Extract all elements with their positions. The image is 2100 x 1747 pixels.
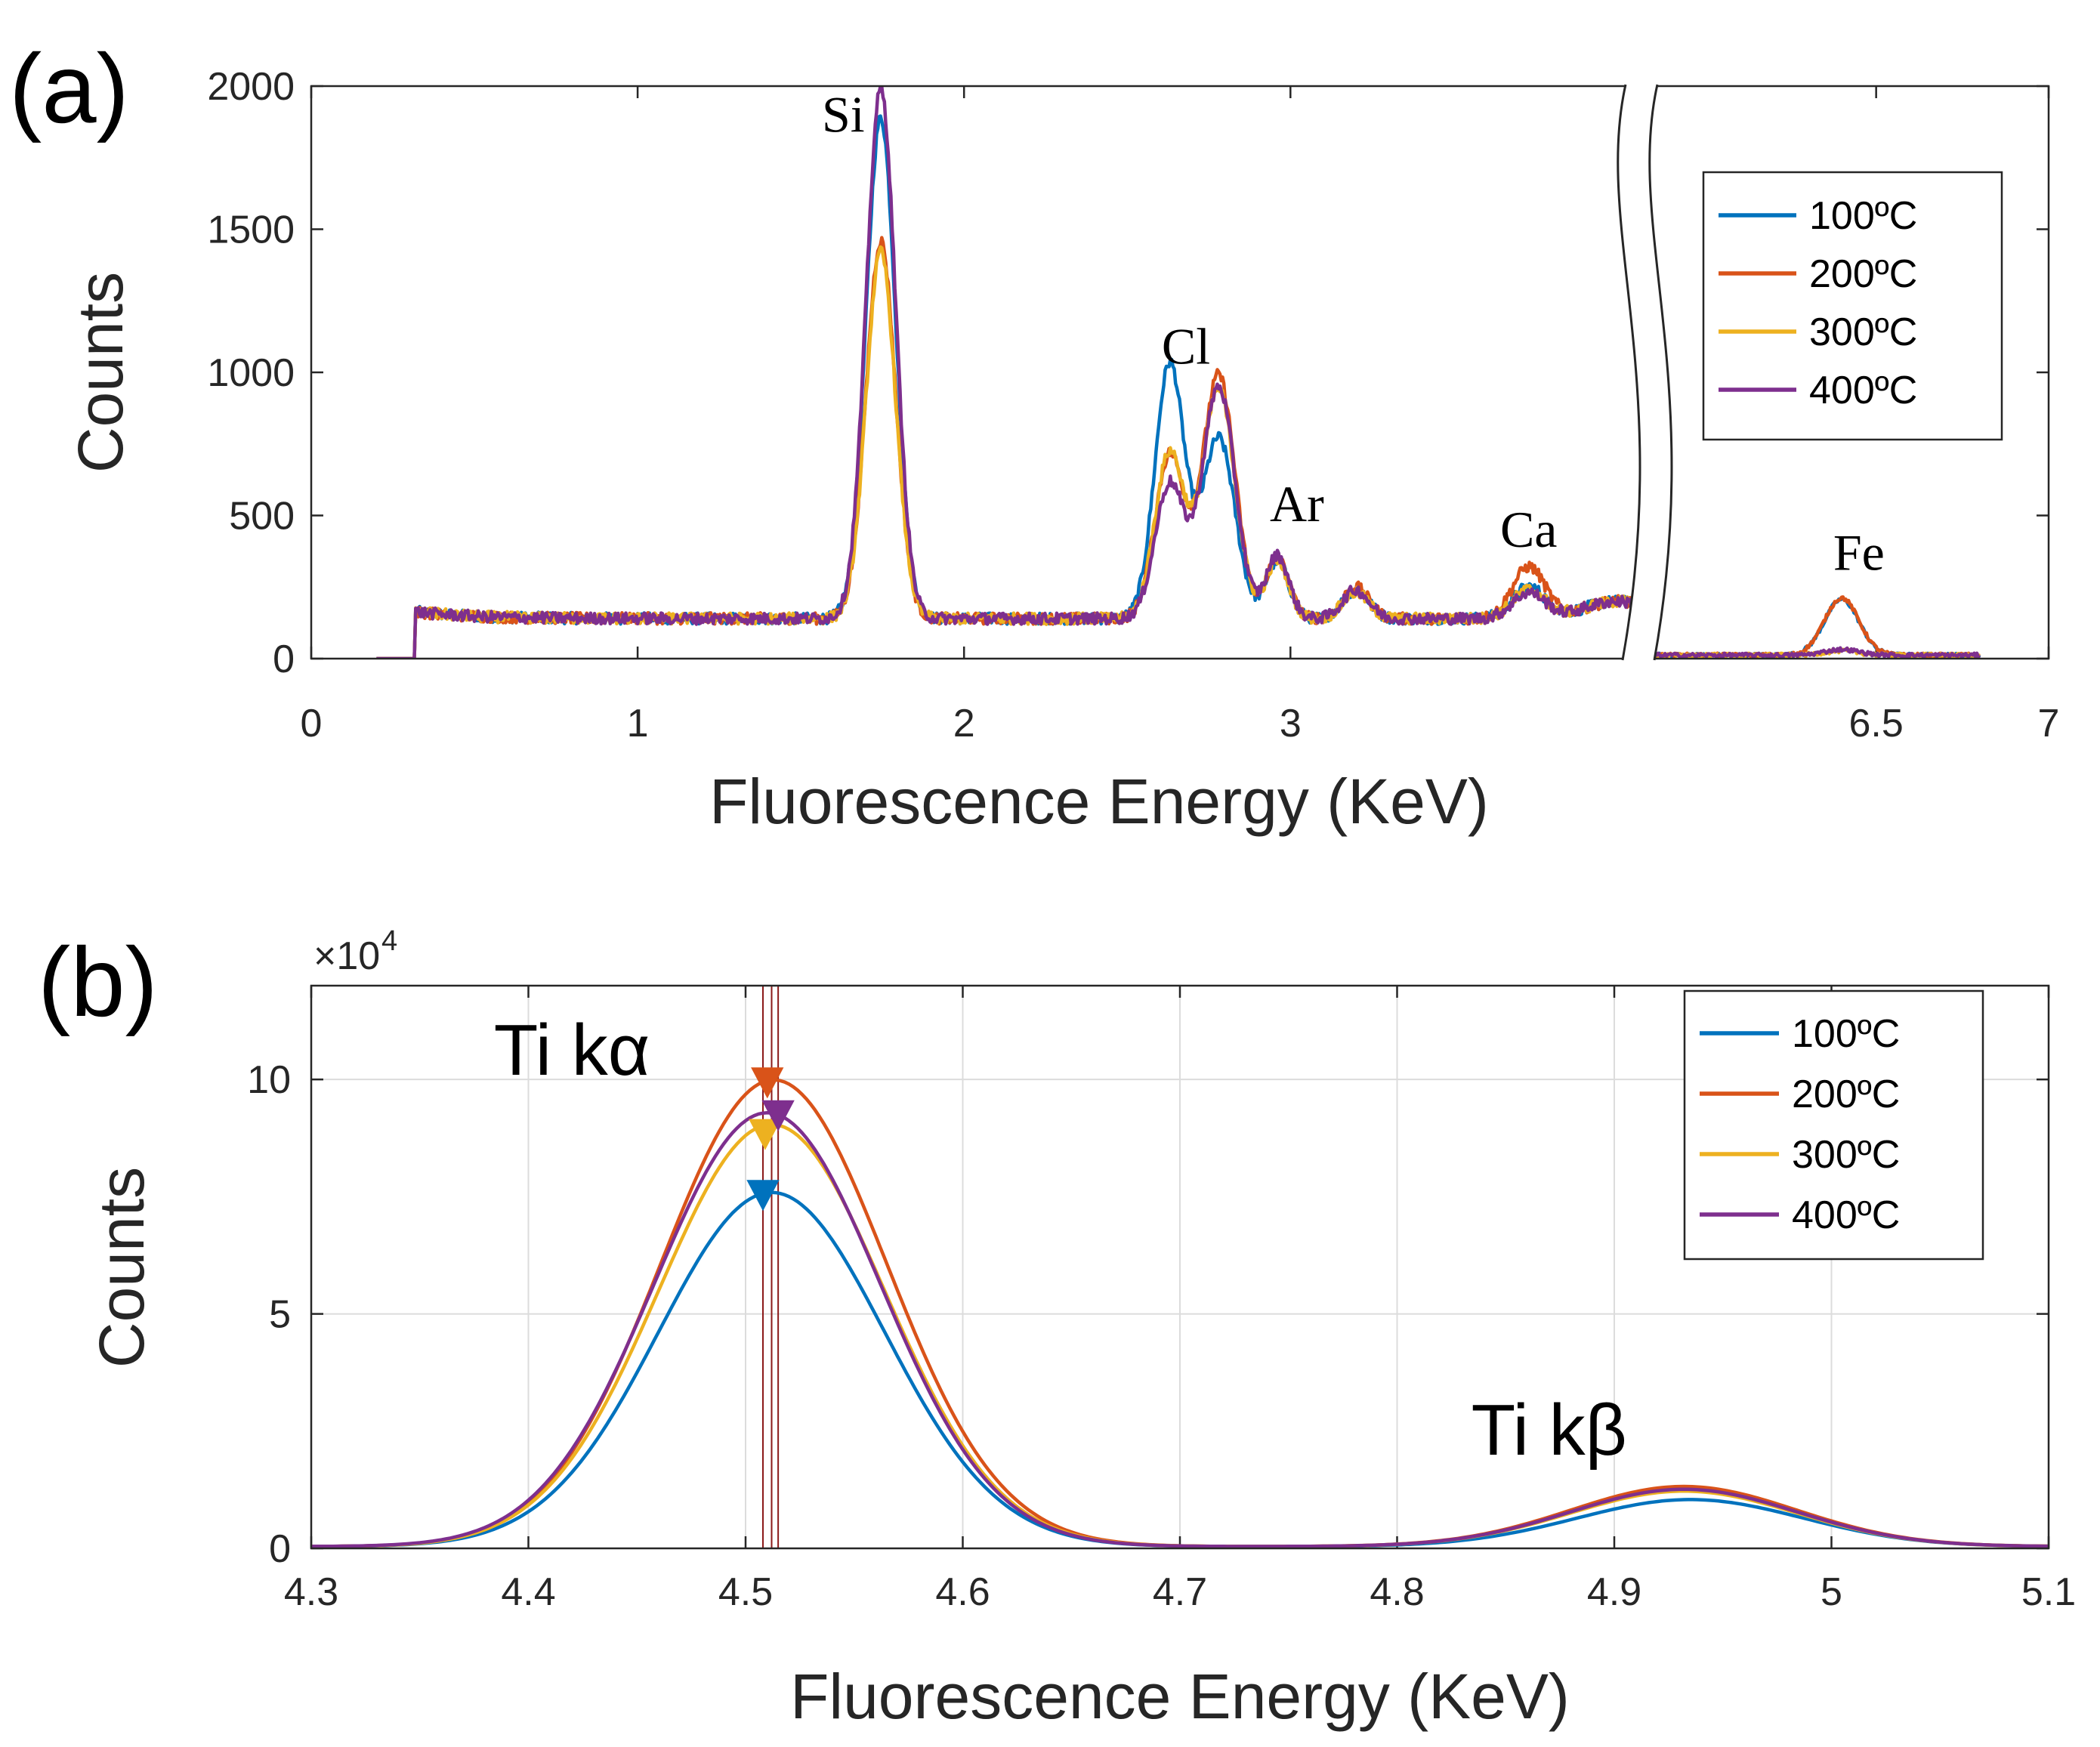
series-line-right-400ºC [1633,646,1981,659]
legend-label: 300ºC [1792,1133,1900,1177]
y-tick-label: 1500 [207,208,295,252]
panel-a: (a) 0 500 1000 1500 2000 0 1 2 3 6.5 7 Si Cl Ar Ca Fe… [9,33,2059,837]
series-line-200ºC [375,236,1633,659]
y-tick-label: 500 [229,495,295,539]
panel-b-legend-box [1683,989,1984,1261]
panel-a-y-axis-label: Counts [65,272,136,473]
panel-b-series [311,1078,2049,1548]
panel-b-peak-labels: Ti kα Ti kβ [494,1010,1627,1471]
panel-a-legend-items: 100ºC 200ºC 300ºC 400ºC [1719,194,1917,412]
y-tick-label: 5 [269,1293,291,1337]
panel-a-axes-frame [310,85,2050,660]
x-tick-label: 4.7 [1153,1570,1207,1614]
panel-b-axes-frame [310,984,2050,1550]
legend-label: 300ºC [1809,310,1917,354]
panel-b-exponent: ×10 4 [313,925,397,978]
legend-label: 100ºC [1809,194,1917,238]
panel-b-exponent-base: ×10 [313,934,380,978]
panel-a-y-tick-labels: 0 500 1000 1500 2000 [207,65,295,681]
panel-b-y-axis-label: Counts [86,1167,157,1368]
y-tick-label: 0 [269,1527,291,1571]
x-tick-label: 5 [1821,1570,1842,1614]
panel-b-legend: 100ºC 200ºC 300ºC 400ºC [1683,989,1984,1261]
axis-break-gap [1617,85,1672,660]
y-tick-label: 10 [247,1058,291,1102]
x-tick-label: 4.4 [501,1570,555,1614]
series-line-right-200ºC [1634,595,1981,659]
x-tick-label: 4.8 [1370,1570,1424,1614]
series-line-400ºC [375,86,1633,659]
element-label: Fe [1833,524,1885,582]
panel-a-label: (a) [9,33,129,144]
panel-a-series-right [1633,595,1981,659]
panel-b-legend-items: 100ºC 200ºC 300ºC 400ºC [1700,1012,1900,1237]
panel-a-series-left [375,86,1633,659]
legend-label: 200ºC [1792,1073,1900,1116]
panel-b-x-axis-label: Fluorescence Energy (KeV) [790,1661,1570,1732]
x-tick-label: 4.6 [935,1570,990,1614]
panel-a-element-labels: Si Cl Ar Ca Fe [822,86,1885,582]
legend-label: 400ºC [1809,369,1917,412]
y-tick-label: 0 [273,637,295,681]
x-tick-label: 4.9 [1587,1570,1641,1614]
panel-a-legend: 100ºC 200ºC 300ºC 400ºC [1702,171,2003,441]
element-label: Si [822,86,865,144]
x-tick-label: 2 [953,702,975,745]
panel-b-exponent-power: 4 [381,925,397,957]
series-line-300ºC [375,245,1633,659]
legend-label: 400ºC [1792,1193,1900,1237]
y-tick-label: 2000 [207,65,295,109]
panel-b-label: (b) [38,927,158,1037]
x-tick-label: 5.1 [2021,1570,2076,1614]
peak-marker-200ºC [751,1067,784,1099]
panel-b: (b) 0 5 10 4.3 4.4 4.5 4.6 4.7 4.8 4.9 5 5.1 ×10 4… [38,925,2076,1732]
panel-b-peak-markers [746,1067,795,1211]
series-line-100ºC [375,114,1633,659]
panel-b-y-tick-labels: 0 5 10 [247,1058,291,1571]
x-tick-label: 7 [2038,702,2060,745]
x-tick-label: 1 [627,702,649,745]
x-tick-label: 0 [301,702,323,745]
x-tick-label: 6.5 [1849,702,1904,745]
peak-marker-300ºC [749,1119,782,1150]
peak-label: Ti kα [494,1010,650,1091]
element-label: Ca [1500,501,1558,558]
peak-marker-400ºC [761,1100,795,1131]
peak-marker-100ºC [746,1180,780,1211]
y-tick-label: 1000 [207,351,295,395]
x-tick-label: 4.3 [284,1570,338,1614]
element-label: Cl [1162,318,1210,375]
panel-b-x-tick-labels: 4.3 4.4 4.5 4.6 4.7 4.8 4.9 5 5.1 [284,1570,2076,1614]
axis-break-right-edge [1648,84,1673,661]
panel-a-x-axis-label: Fluorescence Energy (KeV) [709,766,1489,837]
element-label: Ar [1270,475,1324,532]
x-tick-label: 4.5 [718,1570,773,1614]
axis-break-left-edge [1617,84,1641,661]
peak-label: Ti kβ [1472,1390,1627,1471]
series-line-400ºC [311,1110,2049,1548]
x-tick-label: 3 [1280,702,1302,745]
legend-label: 100ºC [1792,1012,1900,1056]
legend-label: 200ºC [1809,252,1917,296]
panel-a-x-tick-labels: 0 1 2 3 6.5 7 [301,702,2060,745]
